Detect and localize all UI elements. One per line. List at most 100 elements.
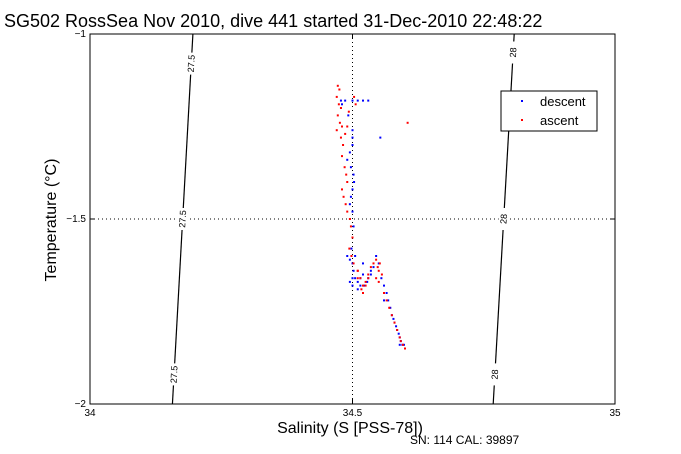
descent-point [353, 181, 356, 183]
ascent-point [406, 121, 409, 124]
ascent-point [375, 277, 378, 280]
ascent-point [336, 84, 339, 87]
ascent-point [347, 110, 350, 113]
ascent-point [401, 343, 404, 346]
descent-point [369, 269, 372, 272]
isopycnal-contours: 27.5 27.5 27.5 28 28 28 [169, 33, 519, 405]
ascent-point [336, 114, 339, 117]
isopycnal-label-bg [177, 208, 188, 230]
ascent-point [342, 144, 345, 146]
ascent-point [390, 314, 393, 317]
descent-point [350, 247, 353, 250]
ascent-point [353, 95, 356, 98]
ascent-point [356, 269, 359, 272]
ascent-point [375, 258, 378, 261]
descent-point [366, 280, 369, 283]
descent-point [351, 144, 354, 146]
ascent-point [360, 288, 363, 291]
ascent-point [393, 321, 396, 324]
y-tick-label: −1 [75, 29, 87, 40]
descent-point [398, 343, 401, 346]
ascent-point [378, 262, 381, 265]
ascent-point [359, 277, 362, 280]
descent-point [395, 325, 398, 328]
isopycnal-label-bg [186, 52, 197, 75]
descent-point [351, 136, 354, 139]
ascent-point [339, 136, 342, 139]
ascent-point [354, 103, 357, 106]
ascent-point [344, 132, 347, 135]
ascent-point [367, 273, 370, 276]
descent-point [385, 292, 388, 294]
ascent-point [350, 255, 353, 257]
ascent-point [338, 121, 341, 124]
ascent-point [376, 266, 379, 269]
ascent-point [362, 292, 364, 294]
ascent-point [342, 195, 345, 198]
descent-point [354, 277, 357, 280]
legend-marker-ascent [521, 119, 523, 121]
ascent-point [383, 292, 385, 294]
serial-calibration-footer: SN: 114 CAL: 39897 [410, 433, 520, 447]
ascent-point [348, 247, 351, 250]
legend-label-ascent: ascent [540, 113, 579, 128]
ascent-point [341, 155, 343, 158]
isopycnal-label: 28 [498, 214, 509, 225]
descent-point [397, 332, 400, 335]
isopycnal-label: 28 [508, 47, 519, 58]
descent-point [346, 255, 349, 257]
ascent-point [399, 340, 402, 343]
ascent-point [362, 284, 364, 287]
legend-box [500, 90, 598, 132]
descent-point [348, 258, 351, 261]
descent-point [383, 284, 385, 287]
descent-point [387, 299, 390, 302]
ascent-point [348, 218, 351, 220]
descent-point [351, 99, 354, 102]
ascent-point [367, 277, 370, 280]
ascent-point [338, 88, 341, 91]
ascent-point [372, 262, 375, 265]
descent-point [389, 306, 392, 309]
ascent-point [377, 280, 380, 283]
descent-point [349, 166, 352, 169]
descent-point [372, 266, 375, 269]
ascent-point [335, 129, 338, 132]
isopycnal-label: 28 [490, 369, 501, 380]
ascent-point [337, 103, 340, 106]
isopycnal-label-bg [508, 41, 519, 64]
descent-point [351, 129, 354, 132]
ascent-point [404, 347, 406, 350]
descent-point [362, 262, 364, 265]
legend: descent ascent [500, 90, 598, 132]
ascent-point [351, 236, 354, 239]
descent-point [369, 273, 372, 276]
ascent-point [352, 262, 355, 265]
ascent-point [346, 125, 349, 128]
descent-point [347, 114, 350, 117]
legend-label-descent: descent [540, 94, 586, 109]
isopycnal-label: 27.5 [169, 365, 180, 383]
descent-point [367, 99, 370, 102]
descent-point [349, 195, 352, 198]
ascent-point [385, 299, 388, 302]
isopycnal-label-bg [498, 208, 509, 230]
ascent-point [388, 306, 391, 309]
descent-point [379, 136, 382, 139]
isopycnal-label: 27.5 [186, 55, 197, 73]
ascent-point [398, 336, 401, 339]
ascent-point [343, 166, 346, 169]
descent-point [351, 277, 354, 280]
x-tick-label: 34.5 [343, 408, 363, 419]
descent-point [383, 299, 385, 302]
y-tick-label: −2 [75, 399, 87, 410]
y-axis-label: Temperature (°C) [43, 159, 60, 282]
descent-point [363, 284, 366, 287]
descent-point [351, 210, 354, 213]
descent-point [348, 151, 351, 154]
y-tick-label: −1.5 [66, 214, 86, 225]
descent-point [392, 317, 395, 320]
descent-point [380, 277, 383, 280]
descent-point [356, 288, 359, 291]
